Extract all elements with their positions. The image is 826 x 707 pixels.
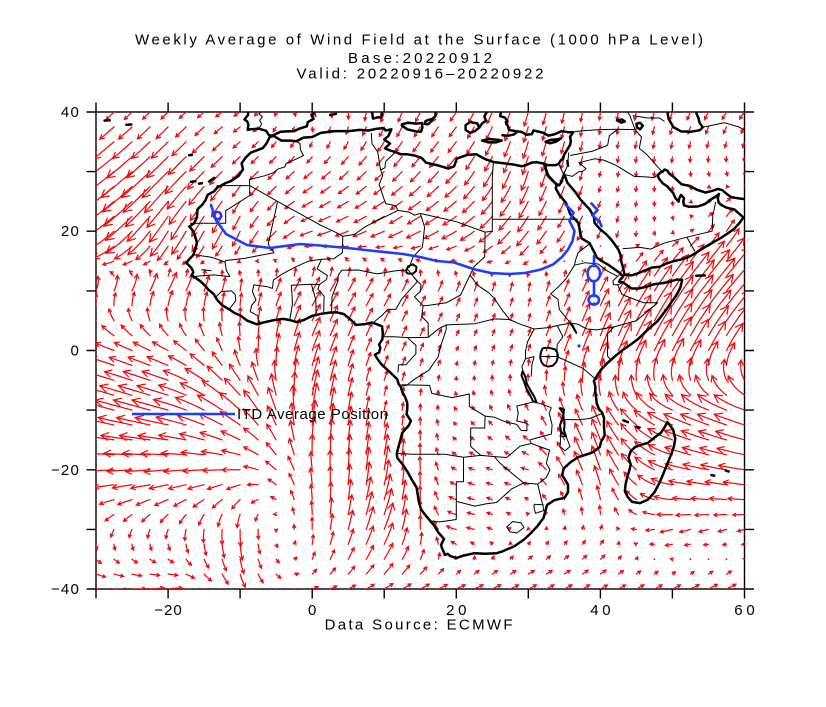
svg-text:−20: −20: [51, 462, 80, 479]
svg-text:0: 0: [308, 602, 316, 619]
svg-text:−20: −20: [154, 602, 181, 619]
svg-text:0: 0: [70, 343, 80, 360]
svg-text:−40: −40: [51, 581, 80, 598]
svg-text:Base:20220912: Base:20220912: [348, 50, 492, 67]
svg-text:20: 20: [61, 223, 80, 240]
svg-text:ITD Average Position: ITD Average Position: [237, 406, 388, 423]
svg-text:40: 40: [61, 104, 80, 121]
svg-text:Valid: 20220916–20220922: Valid: 20220916–20220922: [297, 66, 544, 83]
svg-text:Data Source: ECMWF: Data Source: ECMWF: [325, 617, 513, 634]
